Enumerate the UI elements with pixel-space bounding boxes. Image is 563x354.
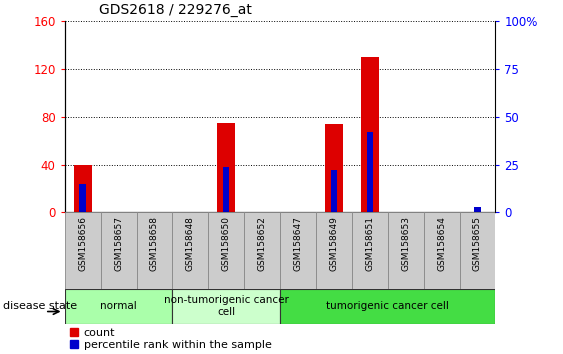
Text: GSM158649: GSM158649 <box>329 216 338 271</box>
Text: normal: normal <box>100 301 137 311</box>
Bar <box>65 212 101 290</box>
Bar <box>280 212 316 290</box>
Text: GSM158657: GSM158657 <box>114 216 123 271</box>
Bar <box>361 57 379 212</box>
Legend: count, percentile rank within the sample: count, percentile rank within the sample <box>70 328 271 350</box>
Bar <box>388 212 424 290</box>
Bar <box>244 212 280 290</box>
Text: GSM158654: GSM158654 <box>437 216 446 271</box>
Bar <box>223 166 230 212</box>
Bar <box>330 170 337 212</box>
Bar <box>316 212 352 290</box>
Bar <box>172 212 208 290</box>
Bar <box>172 289 280 324</box>
Bar <box>101 212 137 290</box>
Bar <box>367 132 373 212</box>
Text: disease state: disease state <box>3 301 77 311</box>
Bar <box>474 207 481 212</box>
Bar <box>280 289 495 324</box>
Text: non-tumorigenic cancer
cell: non-tumorigenic cancer cell <box>164 295 289 317</box>
Text: GSM158656: GSM158656 <box>78 216 87 271</box>
Bar <box>74 165 92 212</box>
Text: GSM158651: GSM158651 <box>365 216 374 271</box>
Text: GSM158650: GSM158650 <box>222 216 231 271</box>
Text: GSM158648: GSM158648 <box>186 216 195 271</box>
Text: GSM158658: GSM158658 <box>150 216 159 271</box>
Bar <box>325 124 343 212</box>
Text: tumorigenic cancer cell: tumorigenic cancer cell <box>327 301 449 311</box>
Bar <box>459 212 495 290</box>
Text: GSM158647: GSM158647 <box>293 216 302 271</box>
Bar <box>352 212 388 290</box>
Text: GSM158653: GSM158653 <box>401 216 410 271</box>
Bar <box>65 289 172 324</box>
Bar <box>208 212 244 290</box>
Text: GSM158652: GSM158652 <box>258 216 267 271</box>
Bar <box>79 184 86 212</box>
Bar <box>424 212 459 290</box>
Bar <box>137 212 172 290</box>
Text: GDS2618 / 229276_at: GDS2618 / 229276_at <box>99 4 252 17</box>
Bar <box>217 123 235 212</box>
Text: GSM158655: GSM158655 <box>473 216 482 271</box>
